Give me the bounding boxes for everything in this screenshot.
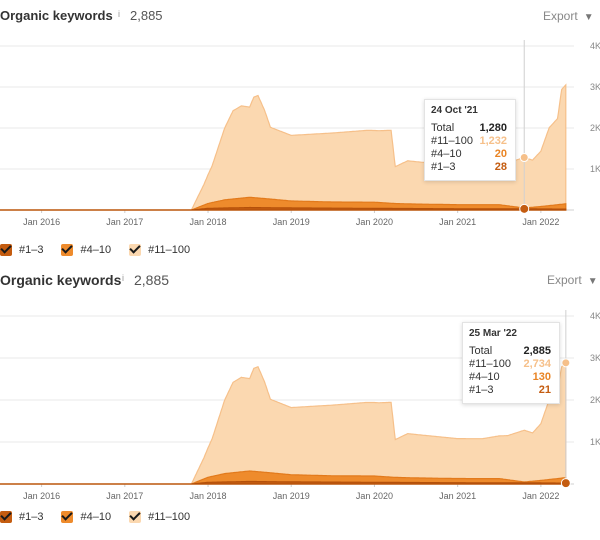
legend-item-top3[interactable]: #1–3 (0, 244, 43, 256)
y-tick-label: 4K (590, 311, 600, 321)
x-tick-label: Jan 2016 (23, 217, 60, 227)
y-tick-label: 4K (590, 41, 600, 51)
tooltip-value: 2,885 (523, 345, 551, 357)
hover-marker-top100 (519, 153, 529, 163)
chart-title: Organic keywords (0, 8, 113, 23)
tooltip-row-top10: #4–10 20 (431, 148, 507, 161)
checkbox-checked-icon[interactable] (129, 244, 142, 256)
legend-label: #1–3 (19, 244, 44, 256)
legend-item-top3[interactable]: #1–3 (0, 511, 43, 523)
x-tick-label: Jan 2020 (356, 491, 393, 501)
legend-item-top100[interactable]: #11–100 (129, 244, 190, 256)
chart-legend: #1–3 #4–10 #11–100 (0, 244, 208, 256)
series-area-top3 (0, 206, 567, 211)
chart-tooltip: 25 Mar '22 Total 2,885 #11–100 2,734 #4–… (462, 322, 560, 404)
tooltip-label: #4–10 (469, 371, 500, 383)
info-icon[interactable]: i (118, 9, 120, 19)
tooltip-value: 1,232 (479, 135, 507, 147)
tooltip-date: 25 Mar '22 (469, 328, 517, 339)
tooltip-value: 21 (538, 384, 551, 396)
x-tick-label: Jan 2017 (106, 491, 143, 501)
y-tick-label: 3K (590, 353, 600, 363)
total-keywords-value: 2,885 (134, 272, 170, 288)
legend-item-top10[interactable]: #4–10 (61, 511, 111, 523)
series-area-top3 (0, 480, 567, 485)
y-tick-label: 2K (590, 123, 600, 133)
export-label: Export (543, 9, 578, 23)
x-tick-label: Jan 2019 (273, 217, 310, 227)
tooltip-row-top3: #1–3 21 (469, 384, 551, 397)
tooltip-label: #1–3 (431, 161, 456, 173)
tooltip-row-total: Total 2,885 (469, 345, 551, 358)
tooltip-label: Total (469, 345, 493, 357)
x-tick-label: Jan 2022 (522, 491, 559, 501)
tooltip-value: 130 (532, 371, 551, 383)
info-icon[interactable]: i (122, 273, 124, 283)
tooltip-row-top100: #11–100 2,734 (469, 358, 551, 371)
x-tick-label: Jan 2018 (190, 217, 227, 227)
legend-label: #11–100 (148, 511, 191, 523)
tooltip-row-top10: #4–10 130 (469, 371, 551, 384)
organic-keywords-panel: Organic keywords i 2,885 Export ▼ 1K 2K 3K 4… (0, 262, 600, 540)
chart-tooltip: 24 Oct '21 Total 1,280 #11–100 1,232 #4–… (424, 99, 516, 181)
legend-item-top10[interactable]: #4–10 (61, 244, 111, 256)
legend-item-top100[interactable]: #11–100 (129, 511, 190, 523)
y-tick-label: 1K (590, 164, 600, 174)
tooltip-row-total: Total 1,280 (431, 122, 507, 135)
checkbox-checked-icon[interactable] (61, 244, 74, 256)
chart-title: Organic keywords (0, 272, 122, 288)
x-tick-label: Jan 2022 (522, 217, 559, 227)
checkbox-checked-icon[interactable] (0, 244, 12, 256)
tooltip-label: #4–10 (431, 148, 462, 160)
chevron-down-icon: ▼ (583, 12, 594, 23)
tooltip-label: #11–100 (431, 135, 474, 147)
tooltip-value: 1,280 (479, 122, 507, 134)
tooltip-date: 24 Oct '21 (431, 105, 478, 116)
y-tick-label: 3K (590, 82, 600, 92)
export-button[interactable]: Export ▼ (547, 273, 598, 287)
total-keywords-value: 2,885 (130, 8, 163, 23)
x-tick-label: Jan 2021 (439, 217, 476, 227)
x-tick-label: Jan 2019 (273, 491, 310, 501)
tooltip-label: Total (431, 122, 455, 134)
legend-label: #4–10 (80, 511, 112, 523)
export-label: Export (547, 273, 582, 287)
tooltip-value: 20 (494, 148, 507, 160)
tooltip-row-top3: #1–3 28 (431, 161, 507, 174)
x-tick-label: Jan 2018 (190, 491, 227, 501)
tooltip-value: 28 (494, 161, 507, 173)
hover-marker-top3 (560, 478, 571, 489)
tooltip-row-top100: #11–100 1,232 (431, 135, 507, 148)
tooltip-value: 2,734 (523, 358, 551, 370)
tooltip-label: #11–100 (469, 358, 512, 370)
export-button[interactable]: Export ▼ (543, 9, 594, 23)
x-tick-label: Jan 2020 (356, 217, 393, 227)
checkbox-checked-icon[interactable] (129, 511, 142, 523)
legend-label: #1–3 (19, 511, 44, 523)
hover-marker-top3 (519, 203, 530, 214)
y-tick-label: 2K (590, 395, 600, 405)
hover-marker-top100 (561, 358, 571, 368)
y-tick-label: 1K (590, 437, 600, 447)
checkbox-checked-icon[interactable] (61, 511, 74, 523)
tooltip-label: #1–3 (469, 384, 494, 396)
organic-keywords-panel: Organic keywords i 2,885 Export ▼ 1K 2K 3K 4… (0, 0, 600, 262)
x-tick-label: Jan 2021 (439, 491, 476, 501)
legend-label: #4–10 (80, 244, 112, 256)
checkbox-checked-icon[interactable] (0, 511, 12, 523)
area-chart[interactable]: 1K 2K 3K 4K Jan 2016 Jan 2017 Jan 2018 Jan 2019… (0, 310, 600, 506)
x-tick-label: Jan 2017 (106, 217, 143, 227)
chart-legend: #1–3 #4–10 #11–100 (0, 511, 208, 523)
x-tick-label: Jan 2016 (23, 491, 60, 501)
chevron-down-icon: ▼ (587, 276, 598, 287)
legend-label: #11–100 (148, 244, 191, 256)
